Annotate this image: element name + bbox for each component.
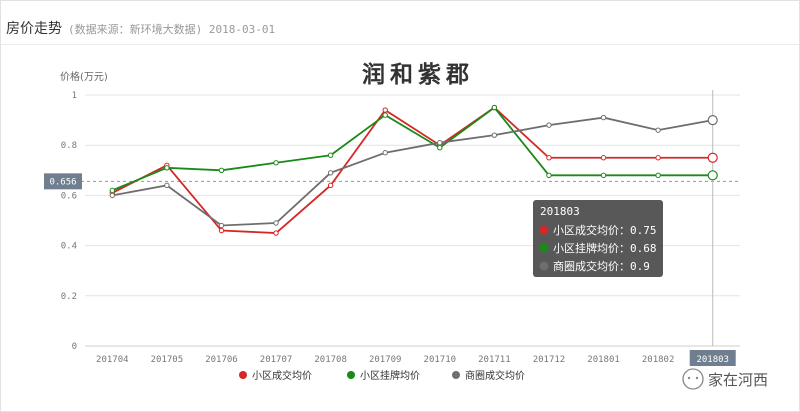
x-tick-label: 201711	[478, 355, 511, 365]
data-point[interactable]	[109, 187, 115, 194]
panel-subtitle: (数据来源：新环境大数据) 2018-03-01	[68, 23, 276, 36]
data-point[interactable]	[707, 114, 718, 126]
tooltip-item: 商圈成交均价：0.9	[553, 259, 650, 273]
legend-label[interactable]: 小区成交均价	[252, 369, 312, 382]
data-point[interactable]	[164, 165, 170, 171]
data-point[interactable]	[546, 172, 552, 179]
series-group[interactable]	[109, 104, 718, 236]
data-point[interactable]	[655, 155, 661, 161]
x-tick-label: 201710	[424, 355, 457, 365]
data-point[interactable]	[273, 230, 279, 236]
data-point[interactable]	[109, 192, 115, 199]
x-tick-label: 201706	[205, 355, 238, 365]
tooltip-item: 小区成交均价：0.75	[553, 223, 657, 237]
y-tick-label: 0.2	[61, 292, 77, 302]
data-point[interactable]	[218, 227, 225, 234]
reference-line-label: 0.656	[49, 177, 76, 187]
x-tick-label: 201707	[260, 355, 293, 365]
legend-marker[interactable]	[452, 371, 460, 379]
chart-title: 润和紫郡	[362, 61, 474, 88]
reference-line-group: 0.656	[44, 173, 740, 190]
data-point[interactable]	[546, 122, 552, 128]
x-tick-label: 201803	[696, 355, 729, 365]
y-tick-label: 0.4	[61, 242, 77, 252]
grid-lines	[85, 94, 740, 347]
data-point[interactable]	[273, 220, 279, 226]
data-point[interactable]	[491, 132, 498, 138]
y-tick-label: 0.6	[61, 191, 77, 201]
watermark: 家在河西	[682, 368, 768, 390]
legend-marker[interactable]	[347, 371, 355, 379]
data-point[interactable]	[491, 104, 498, 111]
data-point[interactable]	[655, 172, 661, 179]
x-tick-label: 201801	[587, 355, 620, 365]
y-tick-label: 0	[72, 342, 77, 352]
reference-line-badge	[44, 173, 82, 190]
x-tick-label: 201712	[533, 355, 566, 365]
data-point[interactable]	[437, 139, 443, 146]
data-point[interactable]	[382, 112, 388, 118]
tooltip-box	[533, 200, 663, 277]
y-axis-ticks: 0 0.2 0.4 0.6 0.8 1	[61, 91, 77, 352]
data-point[interactable]	[546, 155, 552, 161]
wechat-icon	[682, 368, 704, 390]
data-point[interactable]	[273, 160, 279, 166]
data-point[interactable]	[382, 150, 388, 156]
x-tick-label: 201708	[314, 355, 347, 365]
data-point[interactable]	[600, 114, 607, 121]
panel-title: 房价走势	[6, 21, 62, 37]
data-point[interactable]	[218, 222, 225, 229]
tooltip-item: 小区挂牌均价：0.68	[553, 241, 657, 255]
y-axis-label: 价格(万元)	[60, 70, 108, 83]
x-tick-label: 201802	[642, 355, 675, 365]
header-divider	[0, 44, 800, 45]
wechat-icon-eye	[687, 376, 691, 380]
data-point[interactable]	[327, 152, 334, 158]
tooltip-marker	[539, 225, 549, 235]
panel-header: 房价走势 (数据来源：新环境大数据) 2018-03-01	[6, 18, 275, 38]
data-point[interactable]	[707, 152, 718, 163]
x-axis-ticks: 201704 201705 201706 201707 201708 201709 2017…	[96, 350, 736, 366]
data-point[interactable]	[327, 182, 334, 189]
x-tick-label: 201705	[151, 355, 184, 365]
tooltip-marker	[539, 261, 549, 271]
y-tick-label: 0.8	[61, 141, 77, 151]
tooltip-title: 201803	[540, 205, 580, 218]
x-tick-label: 201709	[369, 355, 402, 365]
data-point[interactable]	[600, 155, 607, 161]
wechat-icon-eye	[695, 376, 699, 380]
series-line-2[interactable]	[111, 106, 713, 192]
y-tick-label: 1	[72, 91, 77, 101]
data-point[interactable]	[600, 172, 607, 179]
series-line-3[interactable]	[112, 116, 713, 227]
data-point[interactable]	[707, 170, 718, 181]
data-point[interactable]	[218, 167, 225, 174]
legend-label[interactable]: 商圈成交均价	[465, 369, 525, 382]
watermark-label: 家在河西	[708, 371, 768, 389]
legend-label[interactable]: 小区挂牌均价	[360, 369, 420, 382]
tooltip-marker	[539, 243, 549, 253]
data-point[interactable]	[164, 182, 170, 189]
data-point[interactable]	[437, 145, 443, 151]
legend[interactable]: 小区成交均价 小区挂牌均价 商圈成交均价	[239, 369, 525, 382]
data-point[interactable]	[327, 170, 334, 176]
data-point[interactable]	[382, 107, 388, 113]
legend-marker[interactable]	[239, 371, 247, 379]
data-point[interactable]	[655, 127, 661, 133]
x-tick-label: 201704	[96, 355, 129, 365]
x-tick-highlight	[689, 350, 736, 366]
tooltip: 201803 小区成交均价：0.75 小区挂牌均价：0.68 商圈成交均价：0.9	[533, 200, 663, 277]
